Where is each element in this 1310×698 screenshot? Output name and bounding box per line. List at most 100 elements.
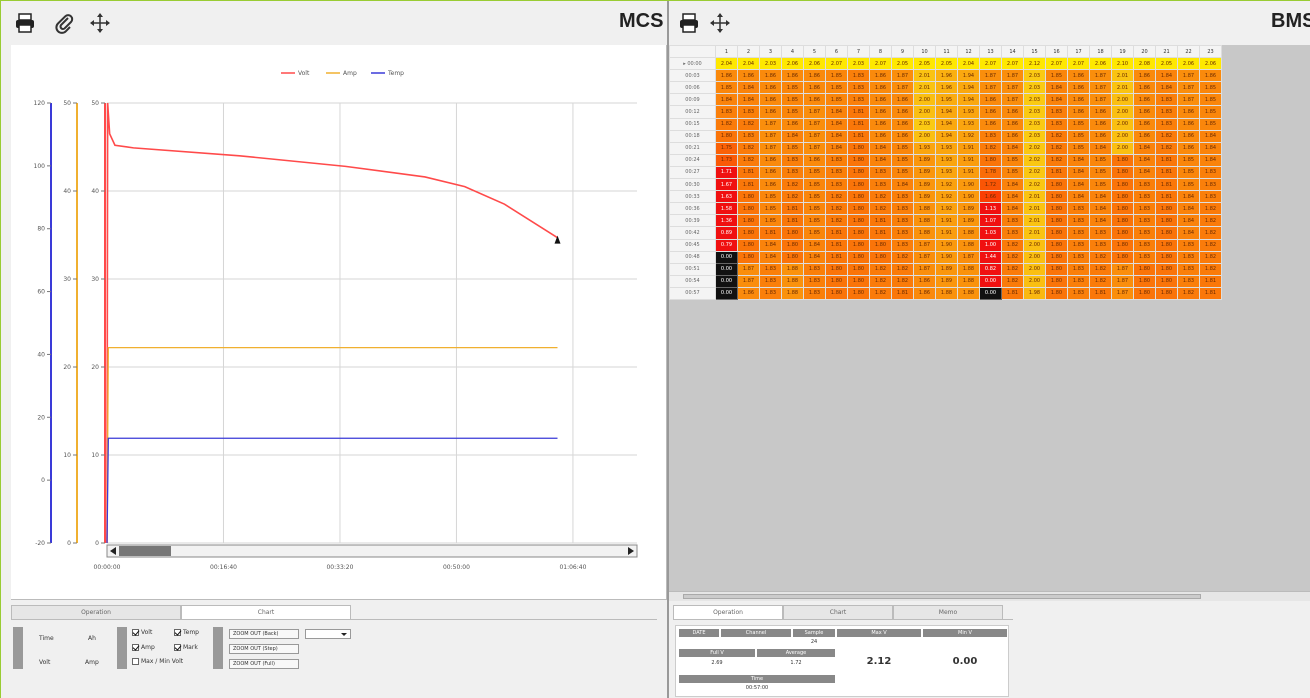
bms-cell: 1.82 bbox=[825, 214, 848, 228]
bms-column-header[interactable]: 5 bbox=[803, 45, 826, 59]
bms-column-header[interactable]: 4 bbox=[781, 45, 804, 59]
amp_axis-tick-label: 0 bbox=[67, 540, 71, 547]
bms-cell: 1.84 bbox=[1133, 153, 1156, 167]
tab-chart[interactable]: Chart bbox=[181, 605, 351, 619]
header-min-v: Min V bbox=[923, 629, 1007, 637]
bms-column-header[interactable]: 12 bbox=[957, 45, 980, 59]
table-row[interactable]: 00:48 0.00 1.80 1.84 1.80 1.84 1.81 1.80 1.80 1.8… bbox=[669, 250, 1222, 264]
move-icon[interactable] bbox=[89, 12, 111, 34]
bms-cell: 2.07 bbox=[1067, 57, 1090, 71]
bms-cell: 1.91 bbox=[957, 153, 980, 167]
bms-cell: 2.01 bbox=[913, 69, 936, 83]
bms-column-header[interactable]: 22 bbox=[1177, 45, 1200, 59]
attach-icon[interactable] bbox=[53, 12, 75, 34]
bms-column-header[interactable]: 20 bbox=[1133, 45, 1156, 59]
bms-cell: 1.83 bbox=[1133, 178, 1156, 192]
bms-cell: 1.82 bbox=[1001, 250, 1024, 264]
bms-cell: 1.84 bbox=[1089, 202, 1112, 216]
print-icon[interactable] bbox=[678, 12, 700, 34]
bms-column-header[interactable]: 18 bbox=[1089, 45, 1112, 59]
bms-column-header[interactable]: 23 bbox=[1199, 45, 1222, 59]
print-icon[interactable] bbox=[14, 12, 36, 34]
table-row[interactable]: 00:51 0.00 1.87 1.83 1.88 1.83 1.80 1.80 1.82 1.8… bbox=[669, 262, 1222, 276]
table-row[interactable]: 00:30 1.67 1.81 1.86 1.82 1.85 1.83 1.80 1.83 1.8… bbox=[669, 178, 1222, 192]
table-row[interactable]: 00:42 0.89 1.80 1.81 1.80 1.85 1.81 1.80 1.81 1.8… bbox=[669, 226, 1222, 240]
table-row[interactable]: 00:36 1.58 1.80 1.85 1.81 1.85 1.82 1.80 1.82 1.8… bbox=[669, 202, 1222, 216]
checkbox-volt[interactable] bbox=[132, 629, 139, 636]
zoom-out-back-button[interactable]: ZOOM OUT (Back) bbox=[229, 629, 299, 639]
move-icon[interactable] bbox=[709, 12, 731, 34]
bms-column-header[interactable]: 1 bbox=[715, 45, 738, 59]
tab-memo[interactable]: Memo bbox=[893, 605, 1003, 619]
zoom-out-step-button[interactable]: ZOOM OUT (Step) bbox=[229, 644, 299, 654]
bms-column-header[interactable]: 10 bbox=[913, 45, 936, 59]
table-row[interactable]: 00:15 1.82 1.82 1.87 1.86 1.87 1.84 1.81 1.86 1.8… bbox=[669, 117, 1222, 131]
bms-cell: 1.84 bbox=[1001, 202, 1024, 216]
table-row[interactable]: 00:54 0.00 1.87 1.83 1.88 1.83 1.80 1.80 1.82 1.8… bbox=[669, 274, 1222, 288]
bms-column-header[interactable]: 7 bbox=[847, 45, 870, 59]
checkbox-temp[interactable] bbox=[174, 629, 181, 636]
bms-column-header[interactable]: 9 bbox=[891, 45, 914, 59]
bms-row-time: 00:33 bbox=[669, 190, 716, 204]
bms-cell: 1.80 bbox=[1045, 178, 1068, 192]
bms-cell: 1.86 bbox=[1001, 117, 1024, 131]
bms-cell: 1.85 bbox=[1001, 153, 1024, 167]
check-volt[interactable]: Volt bbox=[132, 629, 152, 636]
table-row[interactable]: 00:03 1.86 1.86 1.86 1.86 1.86 1.85 1.83 1.86 1.8… bbox=[669, 69, 1222, 83]
table-row[interactable]: 00:12 1.83 1.83 1.86 1.85 1.87 1.84 1.81 1.86 1.8… bbox=[669, 105, 1222, 119]
bms-cell: 1.84 bbox=[1067, 178, 1090, 192]
bms-column-header[interactable]: 2 bbox=[737, 45, 760, 59]
table-row[interactable]: 00:27 1.71 1.81 1.86 1.83 1.85 1.83 1.80 1.83 1.8… bbox=[669, 165, 1222, 180]
bms-cell: 1.83 bbox=[1045, 105, 1068, 119]
chevron-down-icon bbox=[341, 633, 347, 636]
bms-cell: 1.80 bbox=[1111, 226, 1134, 240]
check-temp[interactable]: Temp bbox=[174, 629, 199, 636]
bms-column-header[interactable]: 16 bbox=[1045, 45, 1068, 59]
check-amp[interactable]: Amp bbox=[132, 644, 155, 651]
table-row[interactable]: 00:33 1.63 1.80 1.85 1.82 1.85 1.82 1.80 1.82 1.8… bbox=[669, 190, 1222, 204]
table-row[interactable]: 00:57 0.00 1.86 1.83 1.88 1.83 1.80 1.80 1.82 1.8… bbox=[669, 286, 1222, 300]
bms-cell: 2.06 bbox=[781, 57, 804, 71]
bms-column-header[interactable]: 17 bbox=[1067, 45, 1090, 59]
table-row[interactable]: 00:06 1.85 1.84 1.86 1.85 1.86 1.85 1.83 1.86 1.8… bbox=[669, 81, 1222, 95]
bms-column-header[interactable]: 6 bbox=[825, 45, 848, 59]
table-row[interactable]: 00:18 1.80 1.83 1.87 1.84 1.87 1.84 1.81 1.86 1.8… bbox=[669, 129, 1222, 143]
tab-chart[interactable]: Chart bbox=[783, 605, 893, 619]
check-mark[interactable]: Mark bbox=[174, 644, 198, 651]
bms-column-header[interactable]: 19 bbox=[1111, 45, 1134, 59]
table-row[interactable]: 00:39 1.36 1.80 1.85 1.81 1.85 1.82 1.80 1.81 1.8… bbox=[669, 214, 1222, 228]
check-maxmin[interactable]: Max / Min Volt bbox=[132, 658, 183, 665]
table-row[interactable]: 00:24 1.73 1.82 1.86 1.83 1.86 1.83 1.80 1.84 1.8… bbox=[669, 153, 1222, 167]
bms-cell: 1.91 bbox=[957, 165, 980, 180]
chart-dropdown[interactable] bbox=[305, 629, 351, 639]
checkbox-amp[interactable] bbox=[132, 644, 139, 651]
bms-column-header[interactable]: 3 bbox=[759, 45, 782, 59]
bms-column-header[interactable]: 11 bbox=[935, 45, 958, 59]
bms-cell: 1.80 bbox=[825, 262, 848, 276]
bms-cell: 1.85 bbox=[803, 202, 826, 216]
table-row[interactable]: 00:09 1.84 1.84 1.86 1.85 1.86 1.85 1.83 1.86 1.8… bbox=[669, 93, 1222, 107]
bms-cell: 2.12 bbox=[1023, 57, 1046, 71]
table-row[interactable]: ▸ 00:00 2.04 2.04 2.03 2.06 2.06 2.07 2.03 2.07 2… bbox=[669, 57, 1222, 71]
checkbox-maxmin[interactable] bbox=[132, 658, 139, 665]
bms-column-header[interactable]: 8 bbox=[869, 45, 892, 59]
bms-column-header[interactable]: 13 bbox=[979, 45, 1002, 59]
bms-cell: 1.80 bbox=[1045, 214, 1068, 228]
bms-column-header[interactable]: 15 bbox=[1023, 45, 1046, 59]
tab-operation[interactable]: Operation bbox=[673, 605, 783, 619]
bms-cell: 1.98 bbox=[1023, 286, 1046, 300]
horizontal-scrollbar[interactable] bbox=[669, 591, 1310, 601]
zoom-out-full-button[interactable]: ZOOM OUT (Full) bbox=[229, 659, 299, 669]
bms-column-header[interactable]: 14 bbox=[1001, 45, 1024, 59]
table-row[interactable]: 00:45 0.79 1.80 1.84 1.80 1.84 1.81 1.80 1.80 1.8… bbox=[669, 238, 1222, 252]
bms-cell: 1.86 bbox=[781, 69, 804, 83]
bms-cell: 1.80 bbox=[1133, 286, 1156, 300]
bms-row-time: 00:51 bbox=[669, 262, 716, 276]
bms-cell: 1.83 bbox=[847, 81, 870, 95]
checkbox-mark[interactable] bbox=[174, 644, 181, 651]
scroll-thumb[interactable] bbox=[683, 594, 1201, 599]
bms-cell: 1.80 bbox=[737, 226, 760, 240]
tab-operation[interactable]: Operation bbox=[11, 605, 181, 619]
table-row[interactable]: 00:21 1.75 1.82 1.87 1.85 1.87 1.84 1.80 1.84 1.8… bbox=[669, 141, 1222, 155]
bms-column-header[interactable]: 21 bbox=[1155, 45, 1178, 59]
